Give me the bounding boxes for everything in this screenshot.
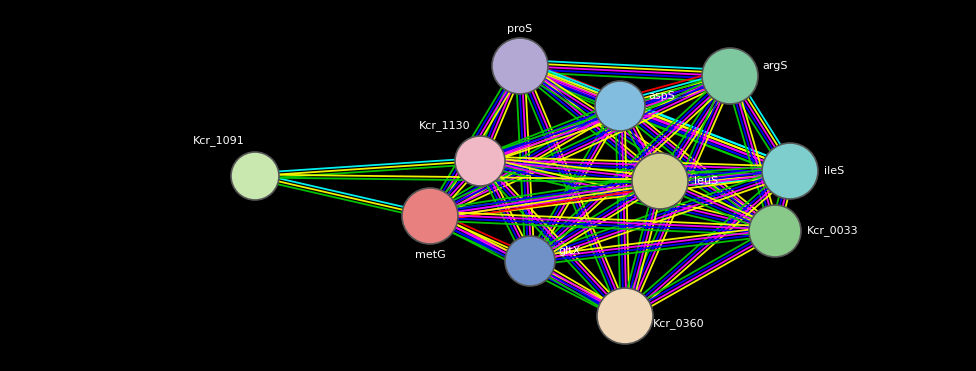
Text: Kcr_1091: Kcr_1091 (193, 135, 245, 146)
Circle shape (749, 205, 801, 257)
Circle shape (231, 152, 279, 200)
Circle shape (632, 153, 688, 209)
Text: aspS: aspS (648, 91, 674, 101)
Circle shape (505, 236, 555, 286)
Circle shape (455, 136, 505, 186)
Text: gltX: gltX (558, 246, 581, 256)
Text: Kcr_0360: Kcr_0360 (653, 319, 705, 329)
Text: proS: proS (508, 24, 533, 34)
Text: metG: metG (415, 250, 445, 260)
Text: Kcr_1130: Kcr_1130 (419, 120, 470, 131)
Circle shape (492, 38, 548, 94)
Circle shape (595, 81, 645, 131)
Circle shape (702, 48, 758, 104)
Text: Kcr_0033: Kcr_0033 (807, 226, 859, 236)
Text: argS: argS (762, 61, 788, 71)
Circle shape (762, 143, 818, 199)
Text: ileS: ileS (824, 166, 844, 176)
Circle shape (402, 188, 458, 244)
Circle shape (597, 288, 653, 344)
Text: leuS: leuS (694, 176, 718, 186)
